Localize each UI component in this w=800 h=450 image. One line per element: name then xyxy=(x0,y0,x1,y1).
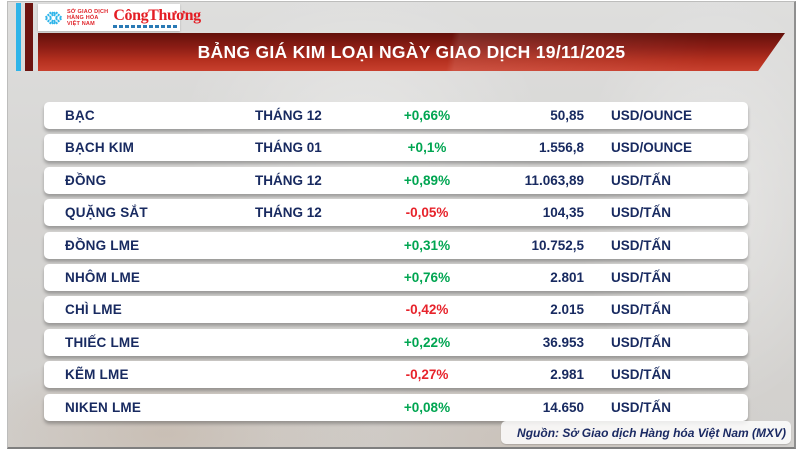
source-text: Nguồn: Sở Giao dịch Hàng hóa Việt Nam (M… xyxy=(517,425,786,440)
price-unit: USD/TẤN xyxy=(611,269,671,285)
price-unit: USD/TẤN xyxy=(611,367,671,383)
commodity-name: ĐỒNG LME xyxy=(65,237,140,253)
accent-bar-maroon xyxy=(25,3,33,71)
mxv-org-line: SỞ GIAO DỊCH xyxy=(67,8,109,15)
price-value: 2.981 xyxy=(550,367,584,383)
price-unit: USD/TẤN xyxy=(611,334,671,350)
mxv-org-line: VIỆT NAM xyxy=(67,20,95,27)
congthuong-logo: CôngThương xyxy=(113,6,201,28)
congthuong-tagline-decor xyxy=(113,24,180,28)
price-unit: USD/TẤN xyxy=(611,302,671,318)
logo-box: SỞ GIAO DỊCH HÀNG HÓA VIỆT NAM CôngThươn… xyxy=(38,4,201,31)
commodity-name: QUẶNG SẮT xyxy=(65,205,148,221)
price-unit: USD/TẤN xyxy=(611,205,671,221)
table-row: NHÔM LME +0,76% 2.801 USD/TẤN xyxy=(44,263,748,291)
table-row: BẠC THÁNG 12 +0,66% 50,85 USD/OUNCE xyxy=(44,102,748,129)
price-value: 2.015 xyxy=(550,302,584,318)
commodity-name: KẼM LME xyxy=(65,367,129,383)
price-value: 11.063,89 xyxy=(524,172,584,188)
contract-month: THÁNG 12 xyxy=(255,205,322,221)
commodity-name: BẠC xyxy=(65,108,95,123)
table-row: ĐỒNG LME +0,31% 10.752,5 USD/TẤN xyxy=(44,231,748,259)
contract-month: THÁNG 12 xyxy=(255,108,322,123)
commodity-name: NHÔM LME xyxy=(65,269,141,285)
change-percent: -0,42% xyxy=(405,302,449,318)
commodity-name: CHÌ LME xyxy=(65,302,122,318)
commodity-name: BẠCH KIM xyxy=(65,140,135,156)
commodity-name: ĐỒNG xyxy=(65,172,107,188)
table-row: KẼM LME -0,27% 2.981 USD/TẤN xyxy=(44,361,748,389)
change-percent: +0,1% xyxy=(407,140,447,156)
congthuong-wordmark: CôngThương xyxy=(113,6,201,24)
mxv-logo-icon xyxy=(43,11,64,24)
change-percent: +0,76% xyxy=(403,269,451,285)
price-value: 50,85 xyxy=(550,108,584,123)
accent-bar-cyan xyxy=(16,3,21,71)
contract-month: THÁNG 12 xyxy=(255,172,322,188)
change-percent: -0,27% xyxy=(405,367,449,383)
commodity-name: THIẾC LME xyxy=(65,334,140,350)
change-percent: +0,31% xyxy=(403,237,451,253)
mxv-org-name: SỞ GIAO DỊCH HÀNG HÓA VIỆT NAM xyxy=(67,9,108,27)
table-row: CHÌ LME -0,42% 2.015 USD/TẤN xyxy=(44,296,748,324)
page-title: BẢNG GIÁ KIM LOẠI NGÀY GIAO DỊCH 19/11/2… xyxy=(197,42,626,62)
change-percent: +0,08% xyxy=(403,399,451,415)
change-percent: +0,66% xyxy=(403,108,451,123)
price-unit: USD/TẤN xyxy=(611,237,671,253)
price-value: 14.650 xyxy=(542,399,584,415)
change-percent: -0,05% xyxy=(405,205,449,221)
table-row: QUẶNG SẮT THÁNG 12 -0,05% 104,35 USD/TẤN xyxy=(44,199,748,227)
title-banner: BẢNG GIÁ KIM LOẠI NGÀY GIAO DỊCH 19/11/2… xyxy=(38,33,785,71)
table-row: NIKEN LME +0,08% 14.650 USD/TẤN xyxy=(44,393,748,421)
price-unit: USD/OUNCE xyxy=(611,140,693,156)
price-value: 1.556,8 xyxy=(538,140,584,156)
change-percent: +0,89% xyxy=(403,172,451,188)
table-row: BẠCH KIM THÁNG 01 +0,1% 1.556,8 USD/OUNC… xyxy=(44,134,748,162)
table-row: ĐỒNG THÁNG 12 +0,89% 11.063,89 USD/TẤN xyxy=(44,166,748,194)
price-unit: USD/OUNCE xyxy=(611,108,693,123)
mxv-org-line: HÀNG HÓA xyxy=(67,14,99,21)
contract-month: THÁNG 01 xyxy=(255,140,322,156)
price-value: 104,35 xyxy=(542,205,584,221)
change-percent: +0,22% xyxy=(403,334,451,350)
table-row: THIẾC LME +0,22% 36.953 USD/TẤN xyxy=(44,328,748,356)
price-value: 10.752,5 xyxy=(531,237,584,253)
commodity-name: NIKEN LME xyxy=(65,399,142,415)
price-value: 2.801 xyxy=(550,269,584,285)
price-unit: USD/TẤN xyxy=(611,399,671,415)
price-unit: USD/TẤN xyxy=(611,172,671,188)
source-strip: Nguồn: Sở Giao dịch Hàng hóa Việt Nam (M… xyxy=(501,421,791,444)
price-value: 36.953 xyxy=(542,334,584,350)
price-table: BẠC THÁNG 12 +0,66% 50,85 USD/OUNCE BẠCH… xyxy=(44,102,748,426)
